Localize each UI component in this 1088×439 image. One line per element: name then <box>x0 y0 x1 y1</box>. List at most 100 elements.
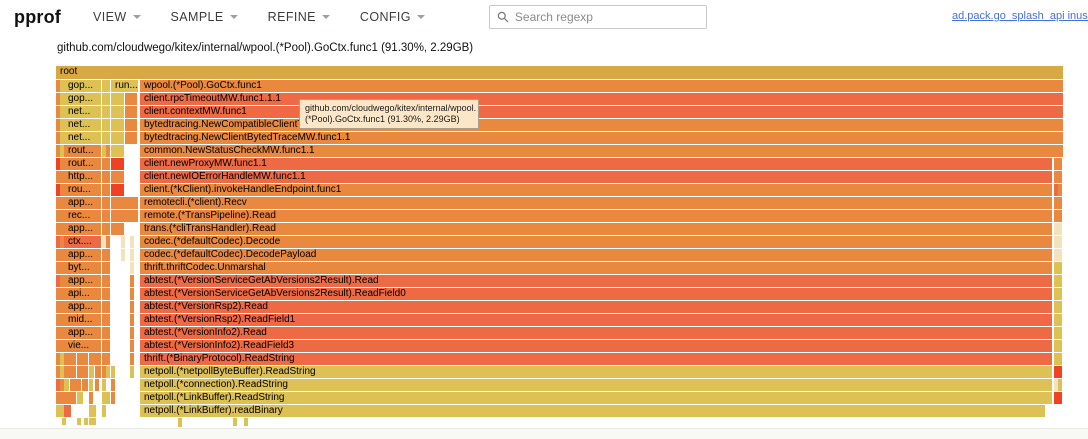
flame-frame[interactable]: codec.(*defaultCodec).Decode <box>140 236 1052 248</box>
flame-frame-fragment[interactable] <box>60 275 64 287</box>
search-box[interactable] <box>488 5 707 29</box>
flame-frame-fragment[interactable] <box>106 236 110 248</box>
flame-frame-fragment[interactable] <box>60 80 64 92</box>
menu-refine[interactable]: REFINE <box>268 10 330 24</box>
flame-frame-fragment[interactable] <box>106 366 110 378</box>
flame-frame-fragment[interactable] <box>56 80 60 92</box>
flame-frame-fragment[interactable] <box>56 301 60 313</box>
flame-frame-fragment[interactable] <box>111 158 124 170</box>
flame-frame-fragment[interactable] <box>102 210 106 222</box>
flame-frame-fragment[interactable] <box>125 132 137 144</box>
flame-frame-fragment[interactable] <box>106 119 110 131</box>
flame-frame-fragment[interactable] <box>89 405 93 417</box>
flame-frame[interactable]: rou... <box>64 184 101 196</box>
flame-frame-fragment[interactable] <box>111 210 138 222</box>
flame-frame[interactable]: common.NewStatusCheckMW.func1.1 <box>140 145 1063 157</box>
flame-frame-fragment[interactable] <box>111 197 138 209</box>
flame-frame-fragment[interactable] <box>130 314 134 326</box>
flame-frame-fragment[interactable] <box>1058 366 1062 378</box>
flame-frame-fragment[interactable] <box>60 158 64 170</box>
flame-frame-fragment[interactable] <box>106 132 110 144</box>
flame-frame-fragment[interactable] <box>89 379 93 391</box>
flame-frame-fragment[interactable] <box>1058 379 1062 391</box>
flame-frame[interactable]: abtest.(*VersionRsp2).ReadField1 <box>140 314 1052 326</box>
flame-frame-fragment[interactable] <box>56 223 60 235</box>
flame-frame-fragment[interactable] <box>106 184 110 196</box>
flame-frame-fragment[interactable] <box>60 93 64 105</box>
flame-frame-fragment[interactable] <box>102 158 106 170</box>
flame-frame[interactable]: client.contextMW.func1 <box>140 106 1063 118</box>
flame-frame-fragment[interactable] <box>111 145 124 157</box>
flame-frame-fragment[interactable] <box>60 405 64 417</box>
flame-frame[interactable]: abtest.(*VersionServiceGetAbVersions2Res… <box>140 288 1052 300</box>
flame-frame-fragment[interactable] <box>60 223 64 235</box>
flame-frame-fragment[interactable] <box>56 327 60 339</box>
flame-frame-fragment[interactable] <box>60 366 64 378</box>
flame-frame-fragment[interactable] <box>56 106 60 118</box>
flame-frame-fragment[interactable] <box>89 366 94 378</box>
flame-frame-fragment[interactable] <box>111 184 124 196</box>
flame-frame-fragment[interactable] <box>77 353 88 365</box>
flame-frame-fragment[interactable] <box>1054 301 1062 313</box>
flame-frame-fragment[interactable] <box>106 80 110 92</box>
flame-frame-fragment[interactable] <box>1058 392 1062 404</box>
flame-frame-fragment[interactable] <box>111 392 115 404</box>
flame-frame-fragment[interactable] <box>102 288 106 300</box>
flame-frame-fragment[interactable] <box>106 106 110 118</box>
flame-frame-fragment[interactable] <box>102 301 106 313</box>
flame-frame[interactable]: abtest.(*VersionServiceGetAbVersions2Res… <box>140 275 1052 287</box>
flame-frame[interactable]: app... <box>64 301 101 313</box>
flame-frame-fragment[interactable] <box>64 392 76 404</box>
flame-frame[interactable]: rout... <box>64 158 101 170</box>
flame-frame-fragment[interactable] <box>106 158 110 170</box>
flame-frame[interactable]: mid... <box>64 314 101 326</box>
flame-frame-fragment[interactable] <box>102 80 106 92</box>
flame-frame-fragment[interactable] <box>106 314 110 326</box>
flame-frame[interactable]: bytedtracing.NewClientBytedTraceMW.func1… <box>140 132 1063 144</box>
flame-frame-fragment[interactable] <box>106 223 110 235</box>
flame-frame-fragment[interactable] <box>95 366 101 378</box>
flame-frame-fragment[interactable] <box>56 288 60 300</box>
flame-frame[interactable]: net... <box>64 106 101 118</box>
flame-frame[interactable]: byt... <box>64 262 101 274</box>
flame-frame[interactable]: net... <box>64 132 101 144</box>
flame-frame-fragment[interactable] <box>106 249 110 261</box>
flame-frame[interactable]: netpoll.(*LinkBuffer).ReadString <box>140 392 1052 404</box>
flame-frame-fragment[interactable] <box>64 353 76 365</box>
flame-frame-fragment[interactable] <box>121 249 125 261</box>
flame-frame-fragment[interactable] <box>106 262 110 274</box>
flame-frame[interactable]: vie... <box>64 340 101 352</box>
flame-frame-fragment[interactable] <box>56 262 60 274</box>
flame-frame-fragment[interactable] <box>56 132 60 144</box>
flame-frame-fragment[interactable] <box>106 353 110 365</box>
flame-frame-fragment[interactable] <box>102 93 106 105</box>
flame-frame-fragment[interactable] <box>102 392 106 404</box>
flame-frame-fragment[interactable] <box>121 236 125 248</box>
flame-frame-fragment[interactable] <box>1054 353 1062 365</box>
flame-frame[interactable]: rec... <box>64 210 101 222</box>
flame-frame-fragment[interactable] <box>130 366 134 378</box>
flame-frame-fragment[interactable] <box>130 288 134 300</box>
flame-frame-fragment[interactable] <box>102 106 106 118</box>
flame-frame-fragment[interactable] <box>64 366 76 378</box>
flame-frame-fragment[interactable] <box>56 171 60 183</box>
flame-frame-fragment[interactable] <box>102 275 106 287</box>
flame-frame-fragment[interactable] <box>56 119 60 131</box>
flame-frame-fragment[interactable] <box>130 340 134 352</box>
profile-link[interactable]: ad.pack.go_splash_api inuse_sp <box>952 10 1088 22</box>
flame-frame-fragment[interactable] <box>106 327 110 339</box>
flame-frame-fragment[interactable] <box>106 93 110 105</box>
flame-frame-fragment[interactable] <box>56 314 60 326</box>
search-input[interactable] <box>514 10 699 24</box>
menu-sample[interactable]: SAMPLE <box>171 10 238 24</box>
flame-frame-fragment[interactable] <box>77 366 88 378</box>
flame-frame-fragment[interactable] <box>1054 171 1058 183</box>
flame-frame-fragment[interactable] <box>60 184 64 196</box>
flame-frame[interactable]: api... <box>64 288 101 300</box>
flame-frame-fragment[interactable] <box>106 340 110 352</box>
flame-frame-fragment[interactable] <box>111 223 124 235</box>
flame-frame-fragment[interactable] <box>106 392 110 404</box>
flame-frame-fragment[interactable] <box>92 418 96 425</box>
flame-frame[interactable]: bytedtracing.NewCompatibleClientT <box>140 119 1063 131</box>
flame-frame-fragment[interactable] <box>106 301 110 313</box>
